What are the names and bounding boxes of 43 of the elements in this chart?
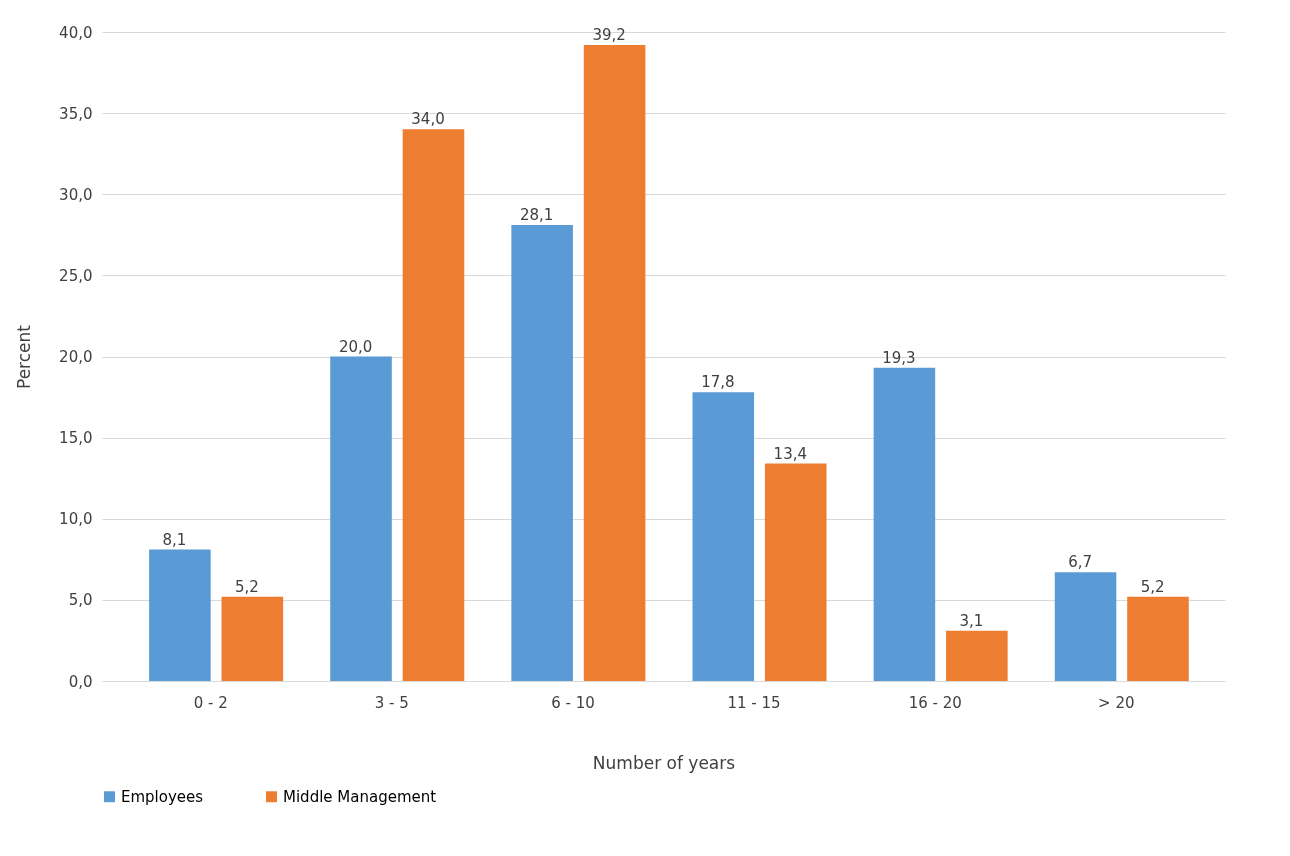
bar (1054, 572, 1117, 681)
bar (511, 225, 573, 681)
x-tick-label: 0 - 2 (193, 693, 228, 712)
data-label: 34,0 (411, 110, 445, 129)
bar (764, 463, 827, 681)
data-label: 39,2 (592, 25, 626, 44)
y-tick-label: 0,0 (68, 672, 93, 691)
y-tick-label: 15,0 (59, 429, 93, 448)
bar (692, 392, 755, 681)
x-tick-label: > 20 (1098, 693, 1135, 712)
x-tick-label: 6 - 10 (551, 693, 595, 712)
data-label: 5,2 (1140, 577, 1165, 596)
x-tick-label: 3 - 5 (374, 693, 409, 712)
y-tick-label: 30,0 (59, 185, 93, 204)
x-axis-title: Number of years (592, 752, 736, 773)
data-label: 17,8 (701, 373, 735, 392)
bar (221, 596, 284, 681)
bar (946, 630, 1008, 681)
y-axis-title: Percent (14, 324, 35, 389)
bar (149, 549, 211, 681)
data-label: 8,1 (162, 530, 187, 549)
y-tick-label: 20,0 (59, 348, 93, 366)
data-label: 28,1 (520, 206, 554, 225)
bar (1127, 596, 1189, 681)
legend-label: Employees (121, 787, 204, 806)
y-tick-label: 35,0 (59, 104, 93, 123)
data-label: 3,1 (959, 611, 984, 630)
data-label: 5,2 (234, 577, 259, 596)
bar (402, 129, 465, 681)
legend-label: Middle Management (283, 787, 437, 806)
data-label: 13,4 (773, 444, 807, 463)
y-tick-label: 10,0 (59, 510, 93, 529)
bar (330, 356, 392, 681)
y-tick-label: 5,0 (68, 591, 93, 610)
x-tick-label: 16 - 20 (908, 693, 962, 712)
bar (583, 44, 646, 681)
data-label: 20,0 (338, 337, 373, 356)
data-label: 6,7 (1068, 553, 1093, 572)
x-tick-label: 11 - 15 (727, 693, 781, 712)
data-label: 19,3 (882, 348, 916, 367)
y-tick-label: 40,0 (59, 23, 93, 42)
y-tick-label: 25,0 (59, 266, 93, 285)
bar (873, 367, 936, 681)
